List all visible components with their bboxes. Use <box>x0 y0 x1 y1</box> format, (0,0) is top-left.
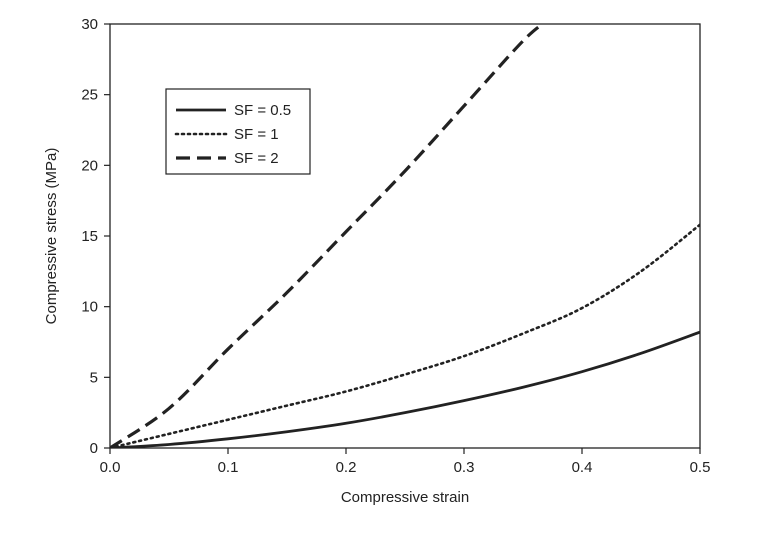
x-tick-label: 0.0 <box>100 459 121 476</box>
series-line-1 <box>110 330 700 448</box>
y-tick-label: 0 <box>90 440 98 457</box>
y-tick-label: 25 <box>81 87 98 104</box>
axis-ticks: 0.0 0.1 0.2 0.3 0.4 0.5 0 5 10 15 20 25 30 <box>81 16 710 476</box>
x-axis-title: Compressive strain <box>341 489 469 506</box>
legend: SF = 0.5 SF = 1 SF = 2 <box>165 88 311 175</box>
y-tick-label: 15 <box>81 228 98 245</box>
y-axis-title: Compressive stress (MPa) <box>43 148 60 325</box>
legend-box <box>165 88 311 175</box>
series-layer <box>110 24 700 448</box>
series-line-2 <box>110 223 700 448</box>
y-tick-label: 30 <box>81 16 98 33</box>
legend-label-2: SF = 1 <box>234 126 279 143</box>
y-tick-label: 5 <box>90 369 98 386</box>
legend-label-1: SF = 0.5 <box>234 102 291 119</box>
x-tick-label: 0.2 <box>336 459 357 476</box>
legend-label-3: SF = 2 <box>234 150 279 167</box>
x-tick-label: 0.5 <box>690 459 711 476</box>
plot-frame <box>109 23 701 449</box>
y-tick-label: 20 <box>81 157 98 174</box>
series-line-3 <box>110 24 546 448</box>
y-tick-label: 10 <box>81 299 98 316</box>
x-tick-label: 0.3 <box>454 459 475 476</box>
x-tick-label: 0.1 <box>218 459 239 476</box>
x-tick-label: 0.4 <box>572 459 593 476</box>
